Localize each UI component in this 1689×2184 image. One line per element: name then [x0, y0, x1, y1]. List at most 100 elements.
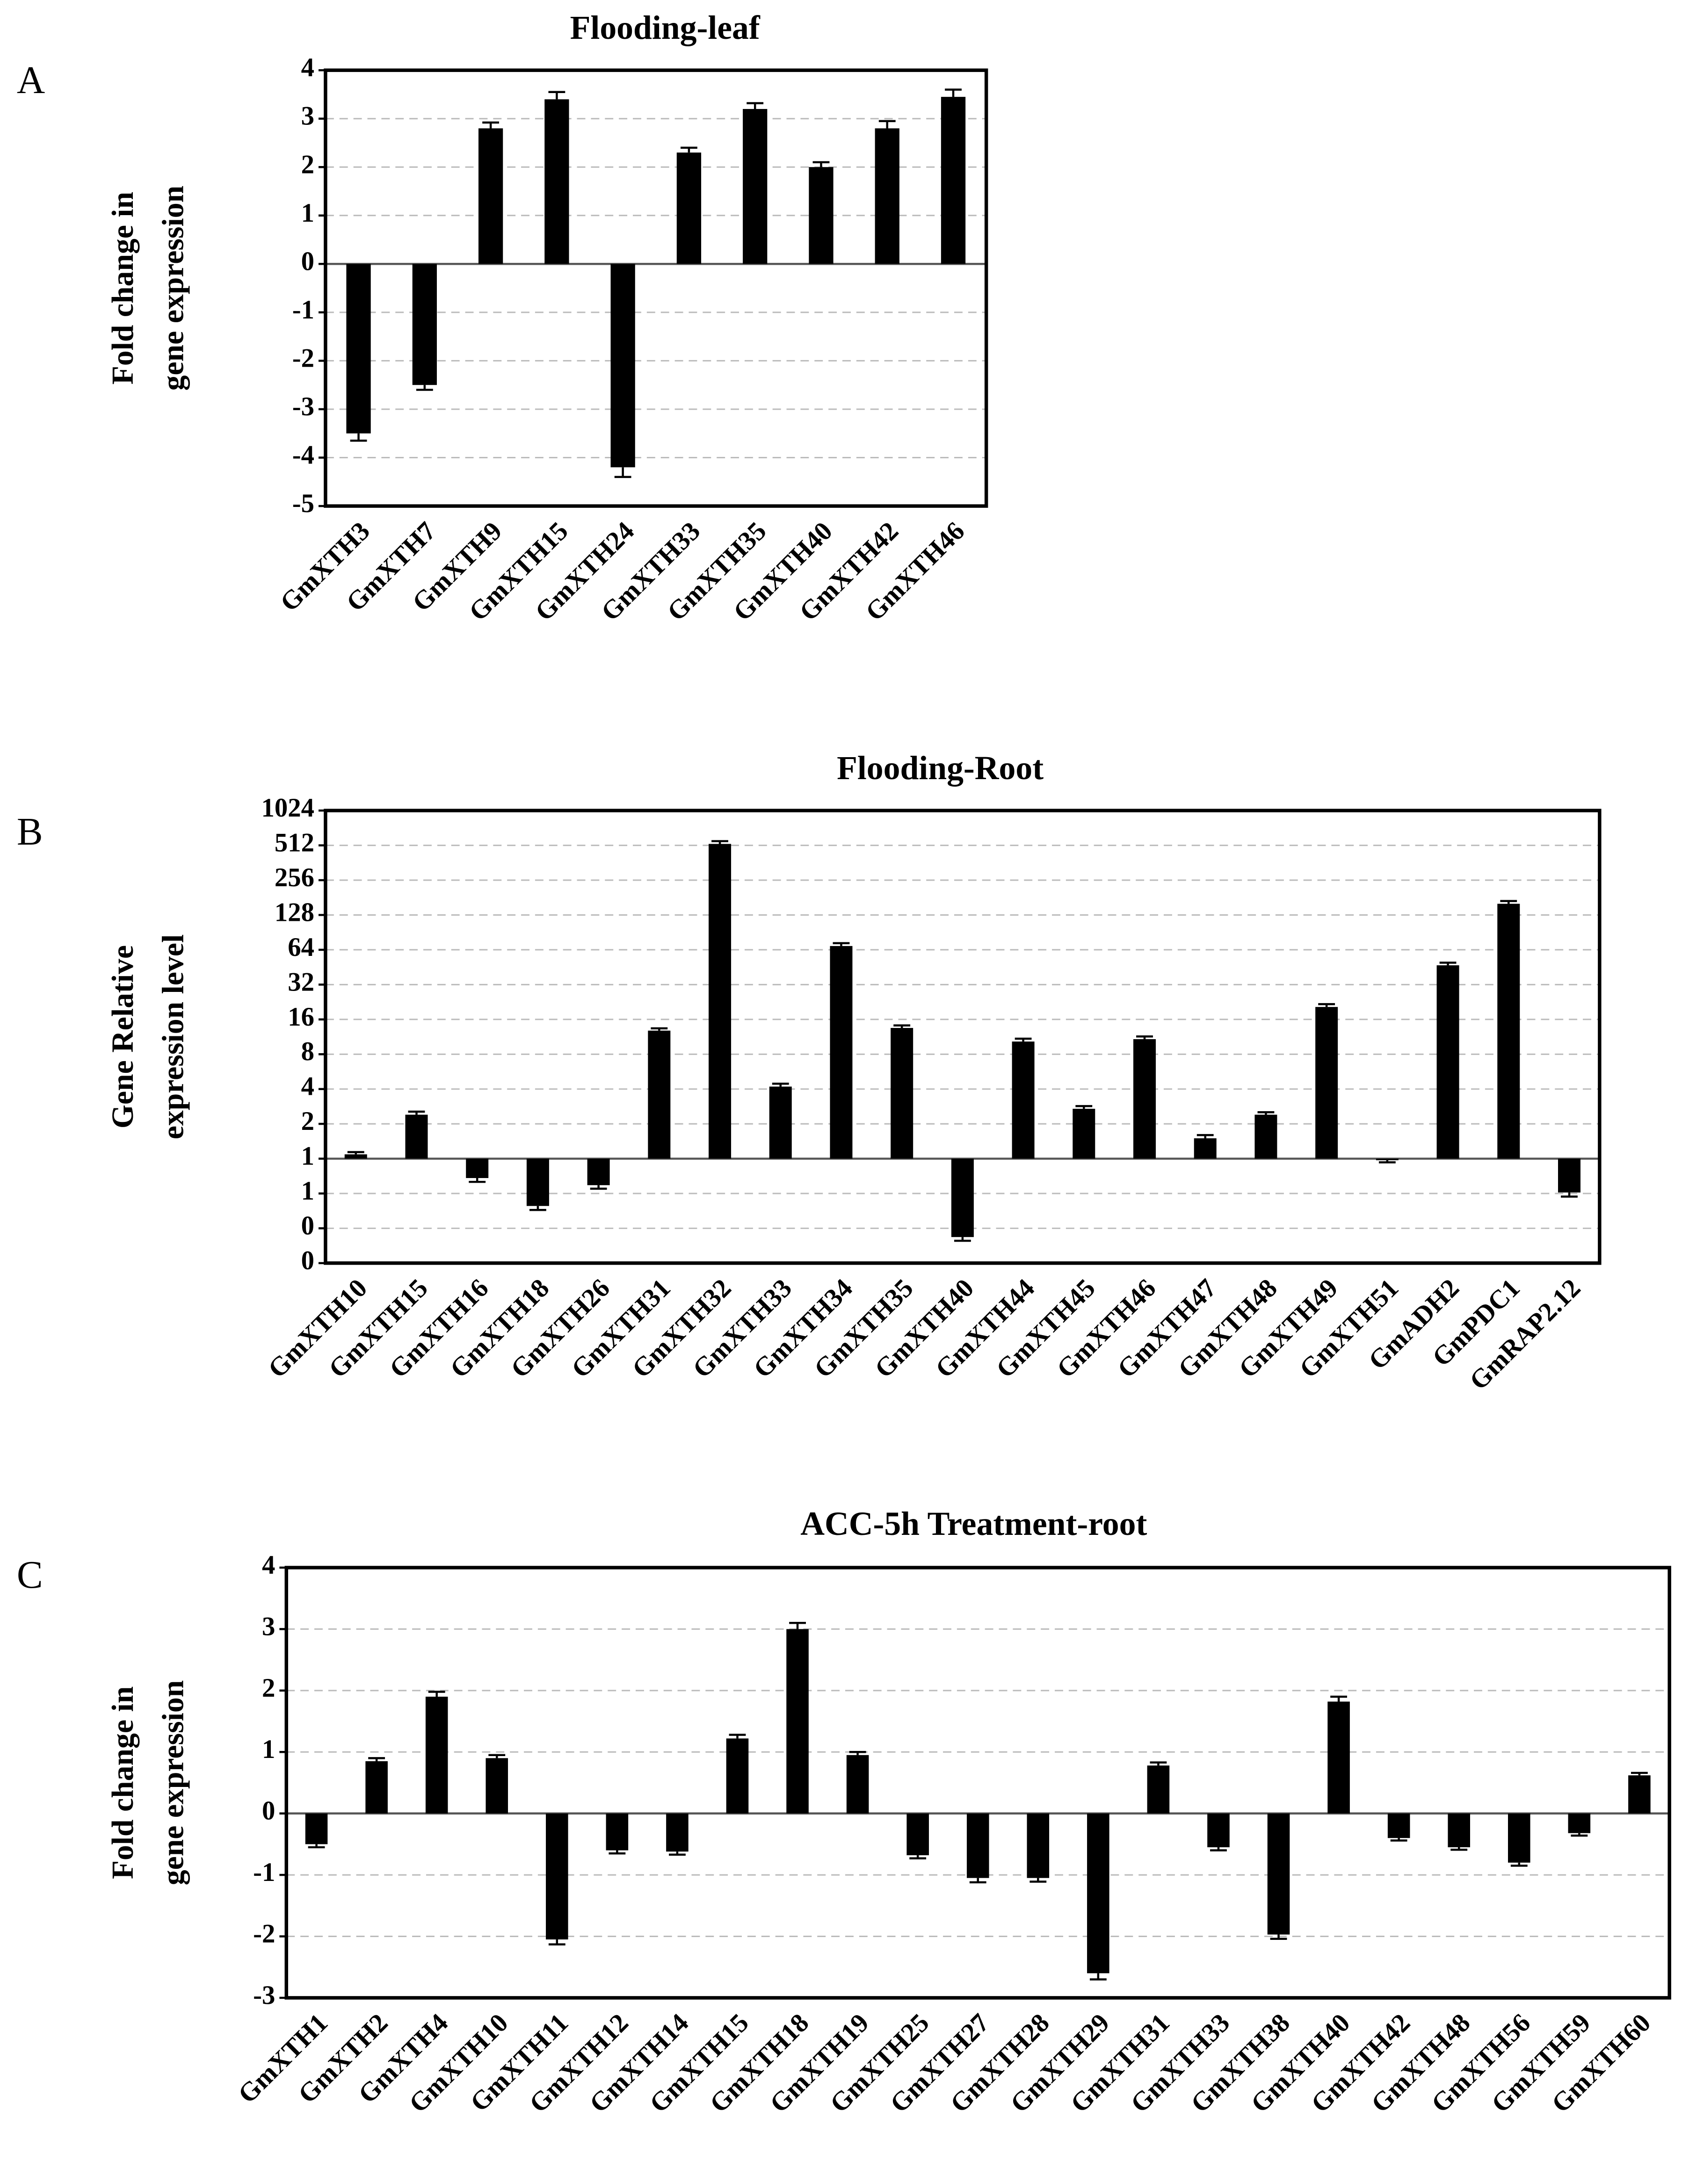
y-tick-label: 0: [301, 1211, 314, 1240]
bar: [1327, 1701, 1350, 1814]
bar: [544, 99, 569, 264]
y-tick-label: 3: [301, 101, 314, 131]
y-tick-label: -1: [253, 1858, 275, 1887]
y-tick-label: 512: [275, 828, 314, 858]
y-tick-label: 4: [262, 1550, 275, 1580]
y-tick-label: 1: [262, 1735, 275, 1764]
bar: [606, 1813, 629, 1851]
y-tick-label: -4: [292, 441, 314, 470]
y-tick-label: -5: [292, 489, 314, 518]
y-tick-label: 1: [301, 1176, 314, 1206]
chart-title: ACC-5h Treatment-root: [800, 1505, 1147, 1542]
bar: [906, 1813, 929, 1856]
bar: [405, 1114, 428, 1159]
bar: [743, 109, 768, 264]
y-tick-label: 16: [288, 1002, 314, 1032]
bar: [1012, 1041, 1035, 1159]
bar: [726, 1738, 749, 1814]
bar: [1147, 1765, 1170, 1814]
y-tick-label: -1: [292, 295, 314, 325]
y-tick-label: -3: [253, 1981, 275, 2010]
y-tick-label: 1: [301, 1142, 314, 1171]
bar: [966, 1813, 989, 1878]
y-tick-label: 64: [288, 933, 314, 962]
y-tick-label: 0: [301, 1246, 314, 1275]
y-tick-label: 2: [301, 150, 314, 179]
panel-label: C: [17, 1553, 43, 1597]
bar: [610, 264, 635, 468]
y-tick-label: -2: [292, 343, 314, 373]
y-tick-label: 2: [262, 1673, 275, 1703]
y-tick-label: 4: [301, 53, 314, 82]
bar: [546, 1813, 568, 1940]
bar: [1315, 1007, 1338, 1159]
bar: [951, 1158, 974, 1237]
y-tick-label: -2: [253, 1919, 275, 1949]
bar: [786, 1629, 809, 1814]
bar: [1558, 1158, 1580, 1193]
bar: [1133, 1039, 1156, 1159]
bar: [1497, 904, 1520, 1159]
bar: [1628, 1775, 1651, 1814]
chart-title: Flooding-Root: [837, 749, 1044, 787]
bar: [486, 1758, 508, 1814]
chart-title: Flooding-leaf: [570, 9, 761, 46]
bar: [941, 97, 966, 264]
bar: [1254, 1114, 1277, 1159]
bar: [1568, 1813, 1591, 1833]
y-tick-label: 4: [301, 1072, 314, 1101]
bar: [1073, 1108, 1095, 1159]
plot-frame: [324, 809, 1602, 1265]
y-axis-label: Gene Relative: [106, 945, 140, 1128]
bar: [305, 1813, 328, 1844]
y-axis-label: expression level: [156, 934, 190, 1139]
bar: [769, 1086, 792, 1159]
bar: [891, 1028, 913, 1159]
y-axis-label: gene expression: [156, 186, 190, 391]
y-tick-label: 1024: [261, 793, 314, 823]
bar: [425, 1696, 448, 1814]
bar: [1087, 1813, 1109, 1974]
y-axis-label: gene expression: [156, 1680, 190, 1886]
bar: [709, 844, 732, 1159]
y-tick-label: 2: [301, 1106, 314, 1136]
y-tick-label: 0: [301, 246, 314, 276]
bar: [875, 128, 899, 264]
bar: [344, 1154, 367, 1159]
bar: [830, 946, 853, 1159]
bar: [1194, 1138, 1217, 1159]
y-tick-label: 128: [275, 898, 314, 927]
bar: [1508, 1813, 1530, 1863]
bar: [412, 264, 437, 385]
bar: [1267, 1813, 1290, 1935]
bar: [526, 1158, 549, 1206]
panel-label: A: [17, 58, 45, 102]
bar: [1387, 1813, 1410, 1838]
y-axis-label: Fold change in: [106, 1686, 140, 1879]
bar: [809, 167, 834, 264]
bar: [478, 128, 503, 264]
plot-frame: [284, 1566, 1671, 2000]
bar: [1448, 1813, 1471, 1847]
panel-label: B: [17, 810, 43, 853]
bar: [846, 1755, 869, 1814]
bar: [648, 1030, 671, 1159]
bar: [346, 264, 371, 434]
bar: [1027, 1813, 1050, 1878]
bar: [676, 152, 702, 264]
bar: [1207, 1813, 1230, 1847]
bar: [1436, 965, 1459, 1159]
y-tick-label: 3: [262, 1612, 275, 1641]
y-axis-label: Fold change in: [106, 192, 140, 384]
y-tick-label: 8: [301, 1037, 314, 1066]
y-tick-label: -3: [292, 392, 314, 421]
bar: [587, 1158, 610, 1186]
y-tick-label: 1: [301, 198, 314, 228]
bar: [666, 1813, 689, 1852]
plot-frame: [324, 68, 988, 508]
y-tick-label: 32: [288, 967, 314, 997]
bar: [1376, 1158, 1399, 1160]
y-tick-label: 0: [262, 1796, 275, 1826]
bar: [466, 1158, 489, 1178]
